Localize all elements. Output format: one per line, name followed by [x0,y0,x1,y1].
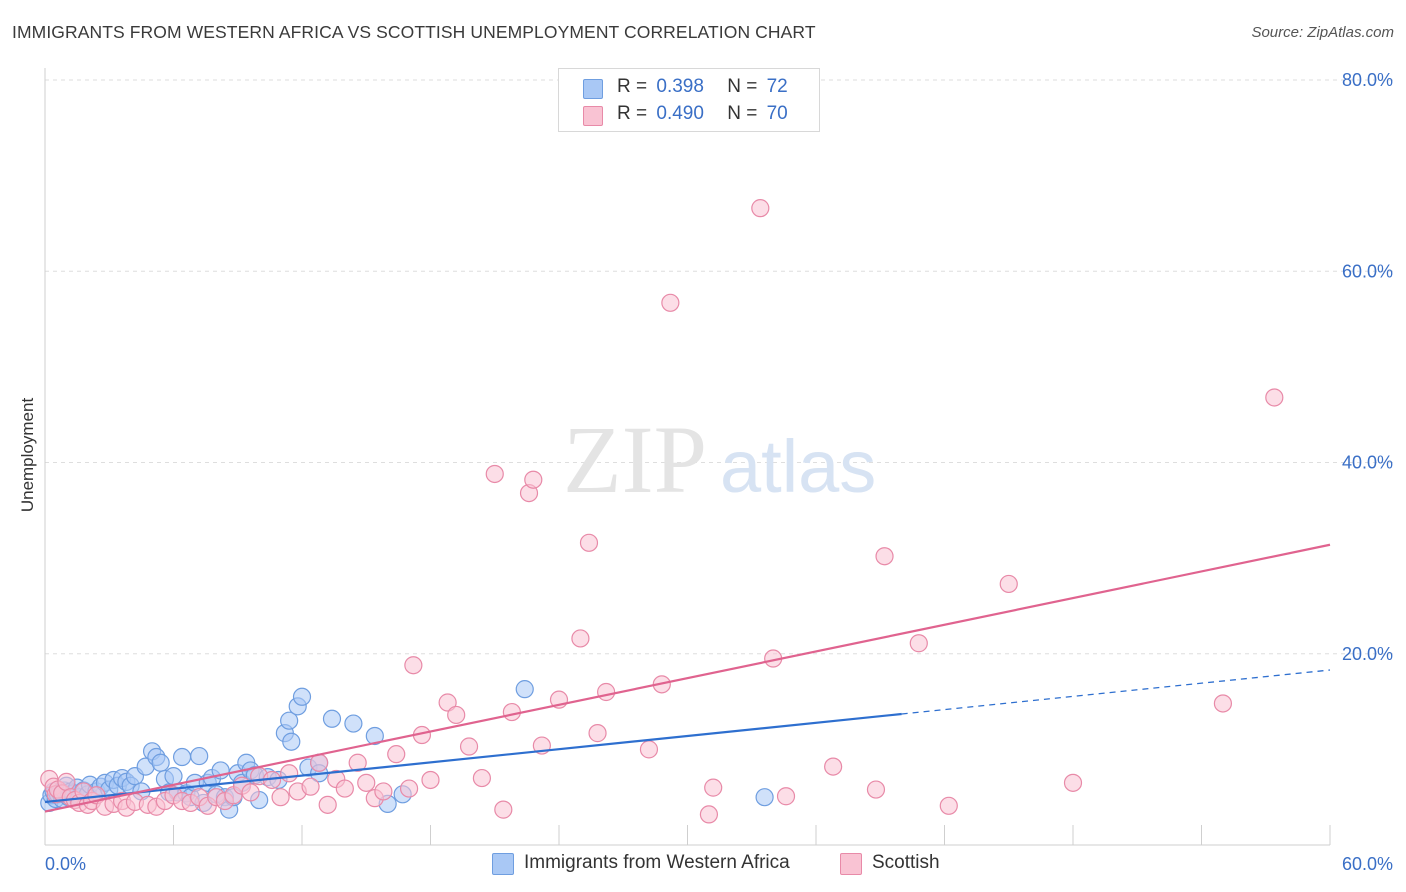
data-point [824,757,843,776]
data-point [485,464,504,484]
data-point [597,682,616,702]
correlation-stats-box: R = 0.398 N = 72 R = 0.490 N = 70 [558,68,820,132]
data-point [866,780,886,799]
trend-line-extension [901,669,1331,715]
data-point [494,800,513,819]
series-scottish [40,199,1284,824]
data-point [172,747,192,767]
trend-line [44,543,1331,813]
data-point [1213,694,1233,713]
y-tick-label: 80.0% [1342,70,1393,90]
data-point [335,779,354,798]
r-label: R = [617,103,648,124]
data-point [1265,388,1284,407]
watermark: ZIP atlas [563,406,876,513]
chart-title: IMMIGRANTS FROM WESTERN AFRICA VS SCOTTI… [12,22,816,42]
x-tick-label: 0.0% [45,854,86,874]
stats-text-scottish: R = 0.490 N = 70 [617,103,788,125]
data-point [374,782,393,801]
data-point [282,732,301,751]
data-point [639,740,659,759]
data-point [421,770,440,790]
data-point [459,737,479,756]
data-point [1063,773,1083,792]
n-label: N = [727,103,758,124]
data-point [322,709,342,728]
data-point [292,687,312,706]
legend-swatch-western-africa [492,853,514,875]
data-point [357,773,376,792]
watermark-zip: ZIP [563,406,707,513]
data-point [151,753,170,772]
n-label: N = [727,76,758,97]
stats-swatch-scottish [583,106,603,126]
n-value: 72 [766,76,788,97]
legend-label-scottish: Scottish [872,852,940,873]
data-point [588,724,607,743]
data-point [875,547,894,566]
data-point [472,768,491,788]
data-point [751,199,770,218]
y-tick-label: 40.0% [1342,453,1393,473]
grid-lines [45,79,1395,655]
data-point [399,779,419,798]
data-point [164,767,183,786]
y-axis-label: Unemployment [18,397,37,513]
stats-text-western-africa: R = 0.398 N = 72 [617,76,788,98]
tick-labels: 20.0% 40.0% 60.0% 80.0% 0.0% 60.0% [45,70,1393,874]
data-point [241,783,260,802]
source-attribution: Source: ZipAtlas.com [1251,24,1394,41]
data-point [57,772,76,791]
data-point [365,726,384,746]
data-point [579,533,599,552]
data-point [939,796,958,815]
data-point [344,714,363,733]
trend-line [44,712,902,804]
data-point [438,693,457,712]
legend-swatch-scottish [840,853,862,875]
stats-swatch-western-africa [583,79,603,99]
data-point [387,745,406,764]
watermark-atlas: atlas [720,425,876,508]
y-tick-label: 60.0% [1342,261,1393,281]
data-point [502,702,521,722]
data-point [318,795,337,814]
data-point [999,574,1018,594]
data-point [271,788,290,807]
data-point [571,629,590,648]
r-label: R = [617,76,648,97]
data-point [661,293,680,312]
data-point [699,805,719,824]
r-value: 0.398 [656,76,704,97]
data-point [909,634,928,653]
data-point [447,705,466,725]
y-tick-label: 20.0% [1342,644,1393,664]
n-value: 70 [766,103,788,124]
data-point [301,777,320,796]
legend-label-western-africa: Immigrants from Western Africa [524,852,790,873]
data-point [776,787,796,806]
data-point [755,788,774,807]
trend-lines [44,543,1331,813]
axes [44,68,1331,846]
data-point [280,711,299,730]
data-point [348,753,367,772]
data-point [524,470,543,489]
r-value: 0.490 [656,103,704,124]
data-point [190,746,209,766]
data-point [404,656,423,675]
x-tick-label: 60.0% [1342,854,1393,874]
data-point [704,778,723,797]
data-point [280,764,299,783]
data-point [515,680,534,699]
